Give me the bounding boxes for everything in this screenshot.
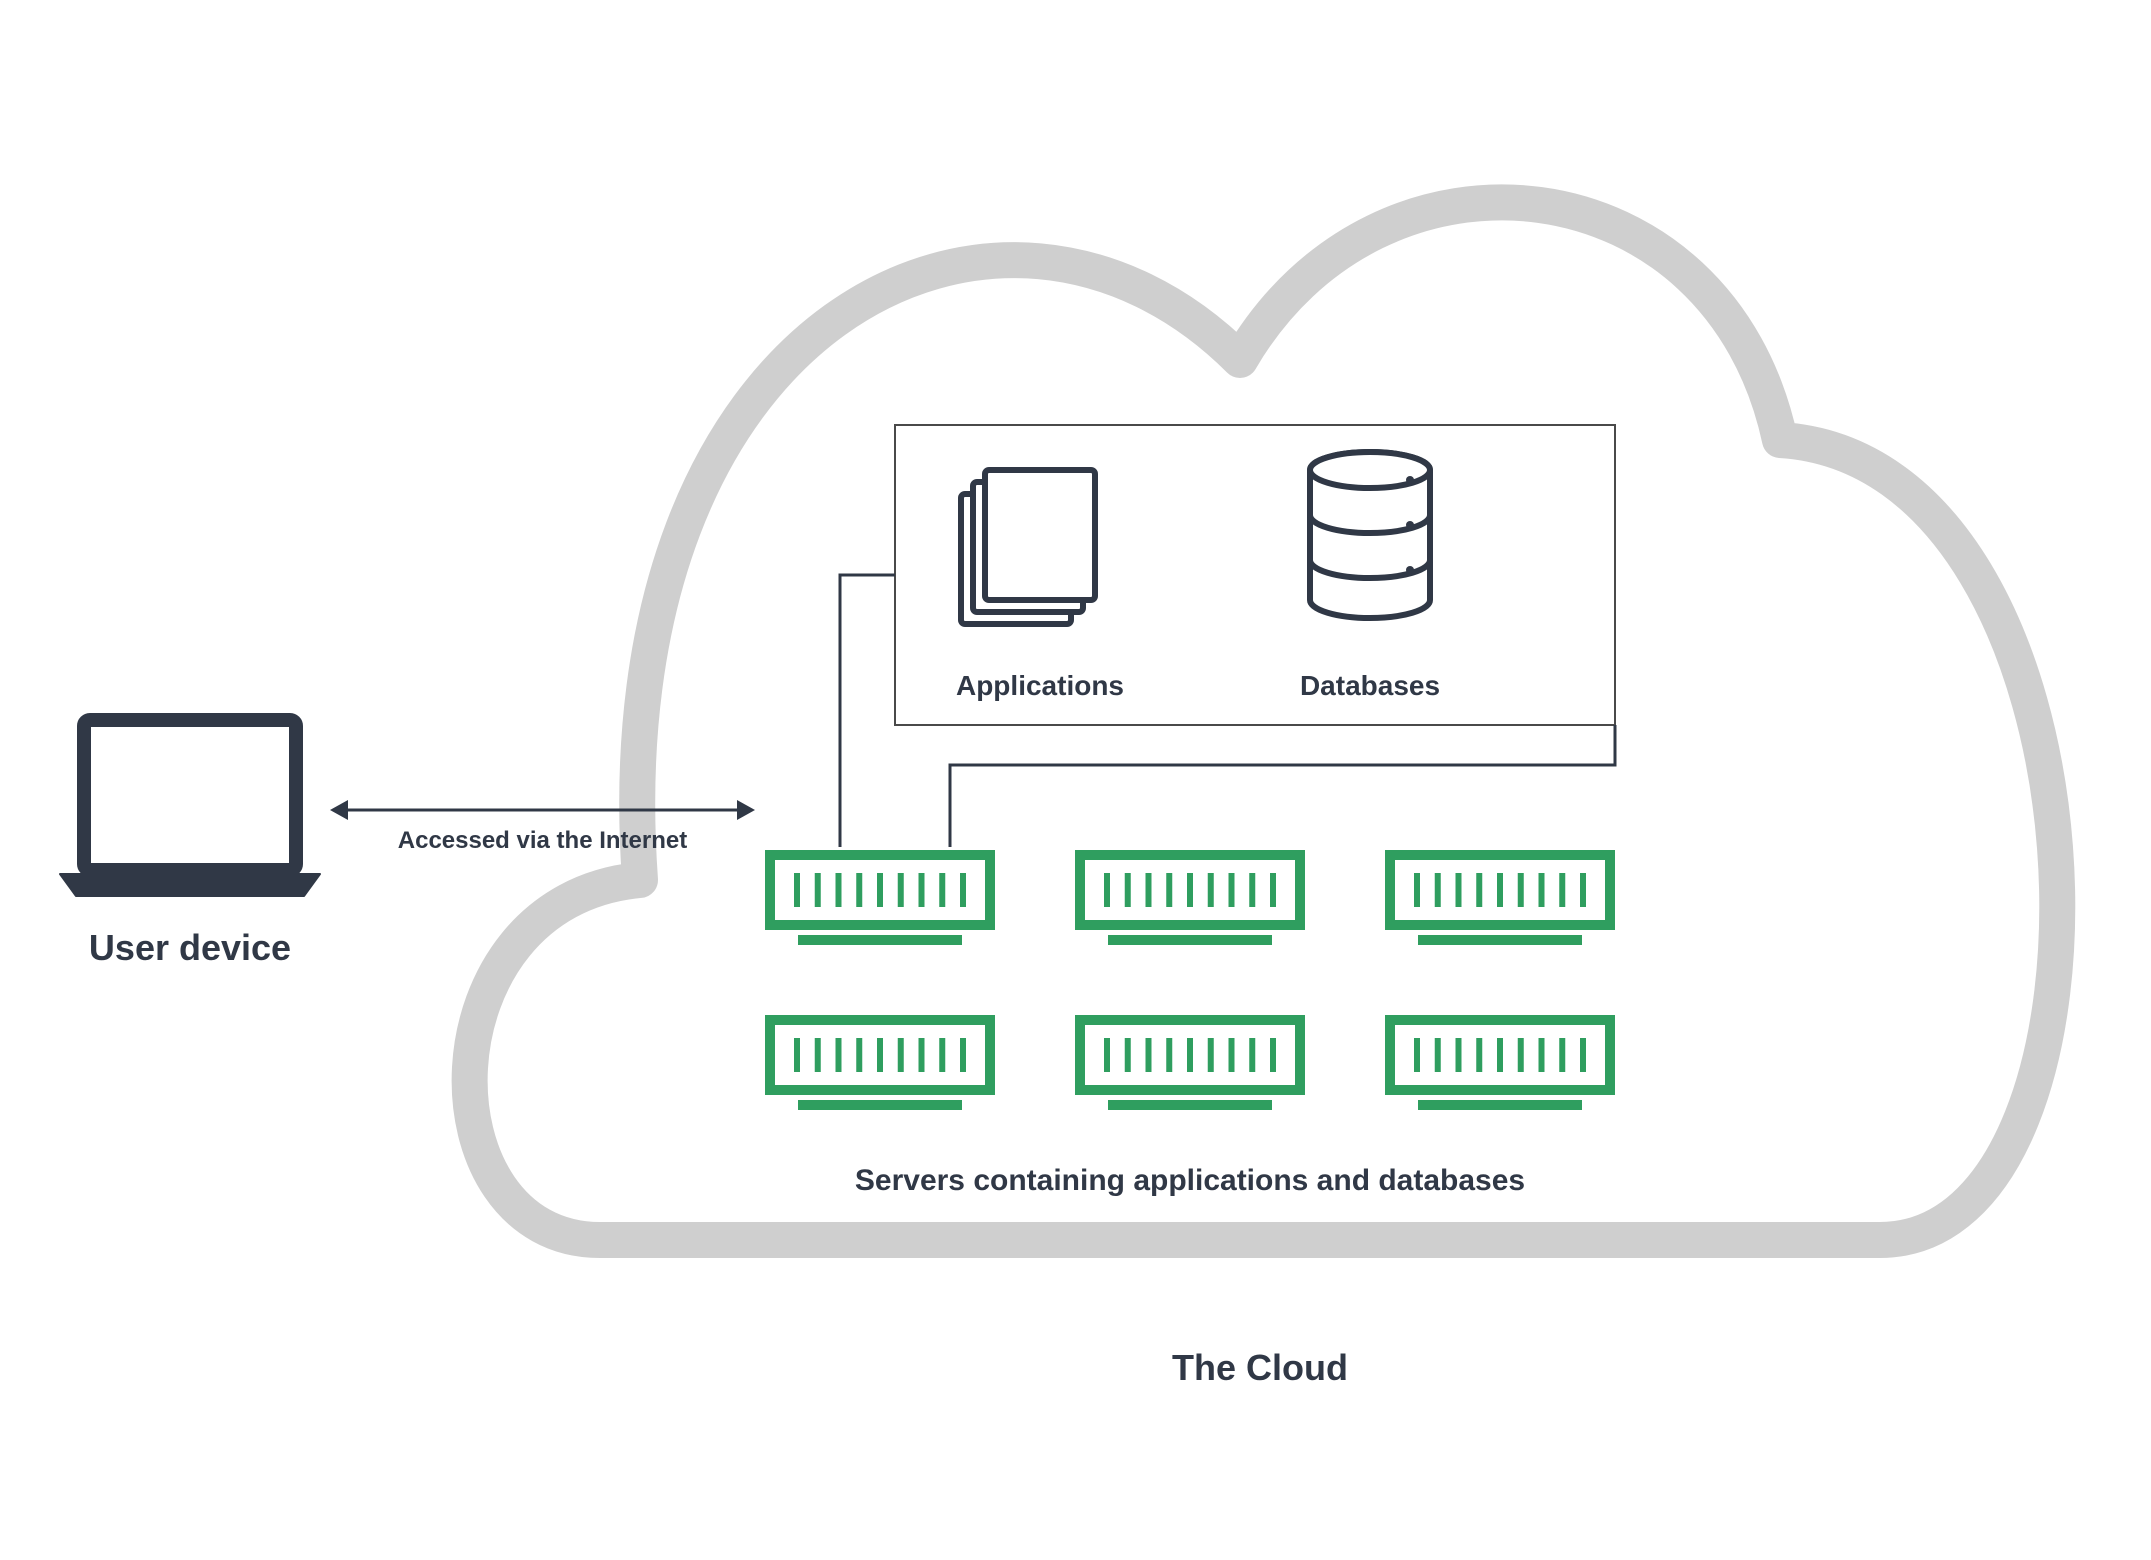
server-icon [770, 855, 990, 945]
server-icon [1390, 855, 1610, 945]
server-icon [1390, 1020, 1610, 1110]
server-icon [1080, 855, 1300, 945]
server-icon [1080, 1020, 1300, 1110]
cloud-architecture-diagram: User device Accessed via the Internet Appl… [0, 0, 2151, 1560]
applications-icon [961, 470, 1095, 624]
the-cloud-label: The Cloud [1172, 1347, 1348, 1388]
user-device-label: User device [89, 927, 291, 968]
connector-left [840, 575, 895, 847]
access-arrow [330, 800, 755, 820]
accessed-via-label: Accessed via the Internet [398, 827, 687, 854]
databases-icon [1310, 452, 1430, 618]
laptop-icon [60, 720, 320, 896]
databases-label: Databases [1300, 670, 1440, 701]
servers-caption: Servers containing applications and data… [855, 1164, 1525, 1197]
connector-right [950, 725, 1615, 847]
cloud-outline-icon [470, 202, 2058, 1240]
applications-label: Applications [956, 670, 1124, 701]
server-icon [770, 1020, 990, 1110]
